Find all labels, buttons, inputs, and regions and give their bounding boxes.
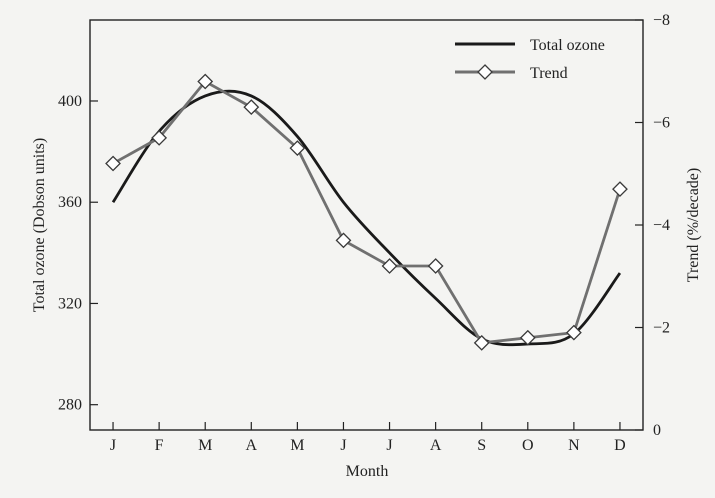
series-layer — [105, 73, 628, 351]
trend-marker-j-0 — [105, 155, 121, 172]
x-tick-label: D — [614, 437, 626, 454]
y2-tick-label: 0 — [653, 422, 661, 439]
trend-marker-m-4 — [289, 140, 306, 157]
legend-trend-diamond-marker — [477, 64, 493, 80]
trend-marker-a-7 — [427, 258, 444, 274]
x-tick-label: M — [198, 437, 212, 454]
x-tick-label: J — [386, 437, 392, 454]
y2-tick-label: −8 — [653, 12, 670, 29]
y-tick-label: 360 — [58, 194, 82, 211]
x-tick-label: A — [430, 437, 442, 454]
trend-marker-a-3 — [243, 99, 260, 116]
trend-marker-j-6 — [381, 258, 398, 274]
y-tick-label: 320 — [58, 295, 82, 312]
trend-marker-f-1 — [151, 129, 168, 146]
y2-tick-label: −4 — [653, 217, 670, 234]
x-tick-label: F — [155, 437, 164, 454]
x-tick-label: J — [110, 437, 116, 454]
x-tick-label: A — [246, 437, 258, 454]
y2-tick-label: −2 — [653, 320, 670, 337]
y-tick-label: 400 — [58, 93, 82, 110]
x-tick-label: S — [477, 437, 486, 454]
x-tick-label: M — [290, 437, 304, 454]
x-tick-label: N — [568, 437, 580, 454]
x-tick-label: J — [340, 437, 346, 454]
legend-trend-label: Trend — [530, 65, 568, 82]
legend: Total ozone Trend — [455, 37, 605, 82]
trend-marker-s-8 — [473, 334, 490, 351]
y-tick-label: 280 — [58, 397, 82, 414]
trend-line — [112, 79, 622, 345]
y-axis-title: Total ozone (Dobson units) — [31, 138, 48, 312]
x-axis-title: Month — [346, 463, 389, 480]
x-tick-label: O — [522, 437, 534, 454]
trend-marker-m-2 — [197, 73, 214, 90]
y2-axis-ticks: 0 −2 −4 −6 −8 — [635, 12, 670, 439]
y-axis-ticks: 280 320 360 400 — [58, 93, 98, 414]
trend-marker-j-5 — [335, 232, 352, 249]
total-ozone-line — [111, 89, 622, 347]
trend-marker-d-11 — [612, 181, 628, 198]
y2-tick-label: −6 — [653, 115, 670, 132]
y2-axis-title: Trend (%/decade) — [685, 168, 702, 282]
trend-marker-n-10 — [565, 324, 582, 341]
trend-marker-o-9 — [519, 329, 536, 346]
legend-total-ozone-label: Total ozone — [530, 37, 605, 54]
